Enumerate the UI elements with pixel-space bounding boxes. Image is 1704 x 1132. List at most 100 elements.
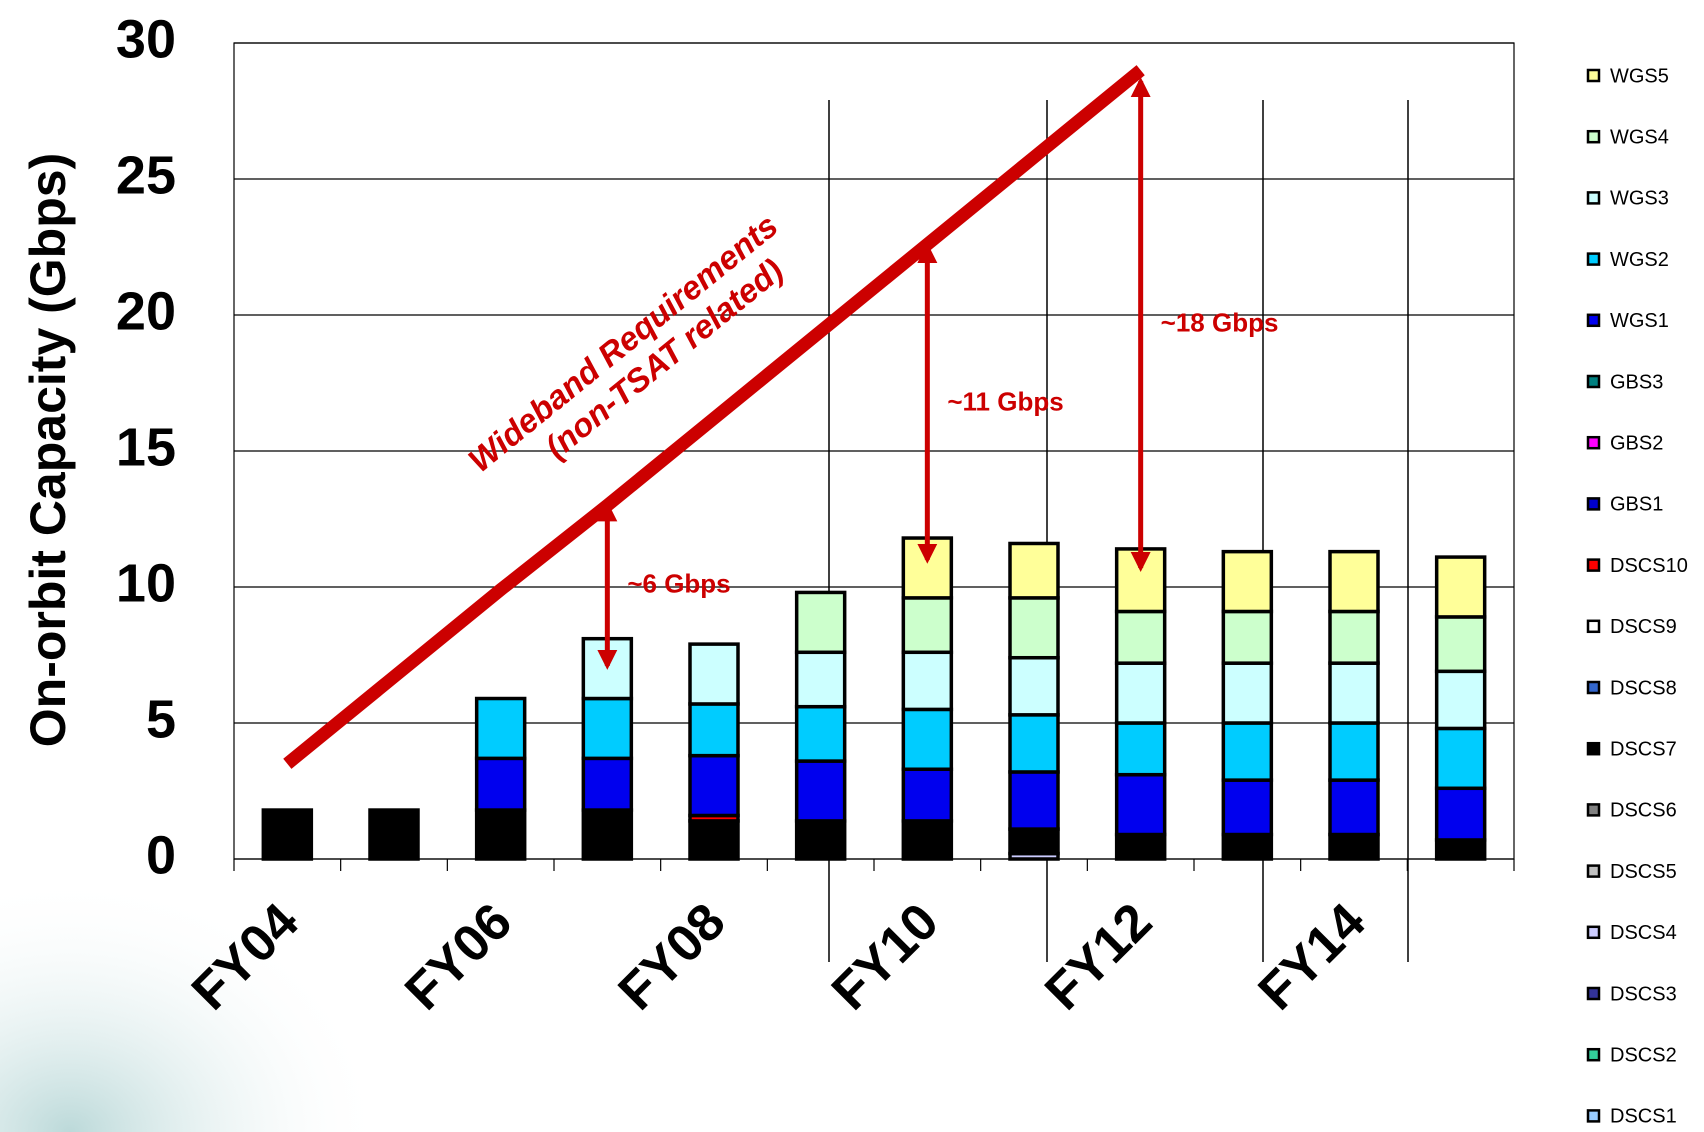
legend-label: WGS2: [1610, 249, 1669, 271]
bar-segment: [477, 758, 525, 810]
bar-segment: [797, 652, 845, 706]
bar-segment: [583, 758, 631, 810]
legend-swatch: [1588, 70, 1599, 81]
bar-segment: [1437, 557, 1485, 617]
legend-label: DSCS3: [1610, 983, 1677, 1005]
legend-swatch: [1588, 1049, 1599, 1060]
x-tick-label: FY12: [1034, 892, 1163, 1021]
bar-segment: [583, 699, 631, 759]
bar-segment: [1117, 723, 1165, 775]
bar-segment: [903, 769, 951, 821]
bar-segment: [1330, 780, 1378, 834]
bar-segment: [903, 821, 951, 859]
bar-segment: [797, 592, 845, 652]
legend-swatch: [1588, 315, 1599, 326]
bar-segment: [1010, 598, 1058, 658]
bar-segment: [1223, 780, 1271, 834]
bar-segment: [1010, 658, 1058, 715]
bar-segment: [1437, 840, 1485, 859]
legend-label: WGS1: [1610, 310, 1669, 332]
x-tick-label: FY10: [821, 892, 950, 1021]
gap-label: ~11 Gbps: [947, 386, 1063, 416]
bar-segment: [1223, 552, 1271, 612]
bar-segment: [1330, 552, 1378, 612]
bar-segment: [1330, 835, 1378, 859]
bar-segment: [1330, 611, 1378, 663]
legend-swatch: [1588, 131, 1599, 142]
gap-label: ~18 Gbps: [1161, 307, 1279, 337]
bar-segment: [797, 821, 845, 859]
bar-segment: [797, 761, 845, 821]
legend-swatch: [1588, 621, 1599, 632]
legend-swatch: [1588, 743, 1599, 754]
y-tick-label: 25: [116, 145, 176, 205]
legend-label: DSCS2: [1610, 1044, 1677, 1066]
bar-segment: [263, 810, 311, 859]
bar-segment: [1223, 611, 1271, 663]
legend-label: GBS1: [1610, 494, 1663, 516]
bar-segment: [1117, 835, 1165, 859]
bar-segment: [903, 652, 951, 709]
bar-segment: [1010, 772, 1058, 829]
bar-segment: [797, 707, 845, 761]
y-tick-label: 15: [116, 417, 176, 477]
requirement-label: Wideband Requirements(non-TSAT related): [461, 207, 808, 509]
legend-label: WGS5: [1610, 65, 1669, 87]
y-tick-label: 5: [146, 689, 176, 749]
legend-label: GBS3: [1610, 371, 1663, 393]
gap-label: ~6 Gbps: [627, 569, 730, 599]
chart: On-orbit Capacity (Gbps) 051015202530FY0…: [0, 0, 1704, 1132]
x-tick-label: FY14: [1248, 892, 1377, 1021]
legend-swatch: [1588, 437, 1599, 448]
legend-swatch: [1588, 192, 1599, 203]
legend-label: DSCS10: [1610, 555, 1688, 577]
bar-segment: [690, 704, 738, 756]
legend-swatch: [1588, 682, 1599, 693]
bar-segment: [477, 810, 525, 859]
bar-segment: [690, 756, 738, 816]
page: {"chart_data": { "type": "stacked_bar", …: [0, 0, 1704, 1132]
bar-segment: [1437, 788, 1485, 840]
y-tick-label: 0: [146, 825, 176, 885]
legend-label: DSCS1: [1610, 1106, 1677, 1128]
bar-segment: [1223, 663, 1271, 723]
bar-segment: [1437, 728, 1485, 788]
legend-swatch: [1588, 498, 1599, 509]
bar-segment: [1437, 671, 1485, 728]
bar-segment: [1010, 543, 1058, 597]
bar-segment: [370, 810, 418, 859]
bar-segment: [690, 821, 738, 859]
legend-swatch: [1588, 254, 1599, 265]
bar-segment: [1010, 829, 1058, 853]
legend-swatch: [1588, 1110, 1599, 1121]
bar-segment: [903, 709, 951, 769]
legend-swatch: [1588, 804, 1599, 815]
legend-swatch: [1588, 988, 1599, 999]
bar-segment: [1437, 617, 1485, 671]
legend-swatch: [1588, 560, 1599, 571]
legend-label: DSCS9: [1610, 616, 1677, 638]
bar-segment: [1330, 663, 1378, 723]
bar-segment: [477, 699, 525, 759]
legend-swatch: [1588, 927, 1599, 938]
bar-segment: [690, 644, 738, 704]
legend-label: DSCS6: [1610, 800, 1677, 822]
y-axis-title: On-orbit Capacity (Gbps): [20, 153, 76, 747]
bar-segment: [1117, 611, 1165, 663]
bar-segment: [1117, 663, 1165, 723]
legend-label: GBS2: [1610, 432, 1663, 454]
bar-segment: [1117, 775, 1165, 835]
y-tick-label: 10: [116, 553, 176, 613]
legend-label: WGS3: [1610, 188, 1669, 210]
legend-label: DSCS8: [1610, 677, 1677, 699]
legend-swatch: [1588, 376, 1599, 387]
bar-segment: [1330, 723, 1378, 780]
y-tick-label: 30: [116, 9, 176, 69]
bar-segment: [583, 810, 631, 859]
legend-label: WGS4: [1610, 126, 1669, 148]
bar-segment: [1223, 723, 1271, 780]
requirement-label-line: Wideband Requirements: [461, 207, 784, 480]
legend-swatch: [1588, 866, 1599, 877]
bar-segment: [1223, 835, 1271, 859]
y-tick-label: 20: [116, 281, 176, 341]
